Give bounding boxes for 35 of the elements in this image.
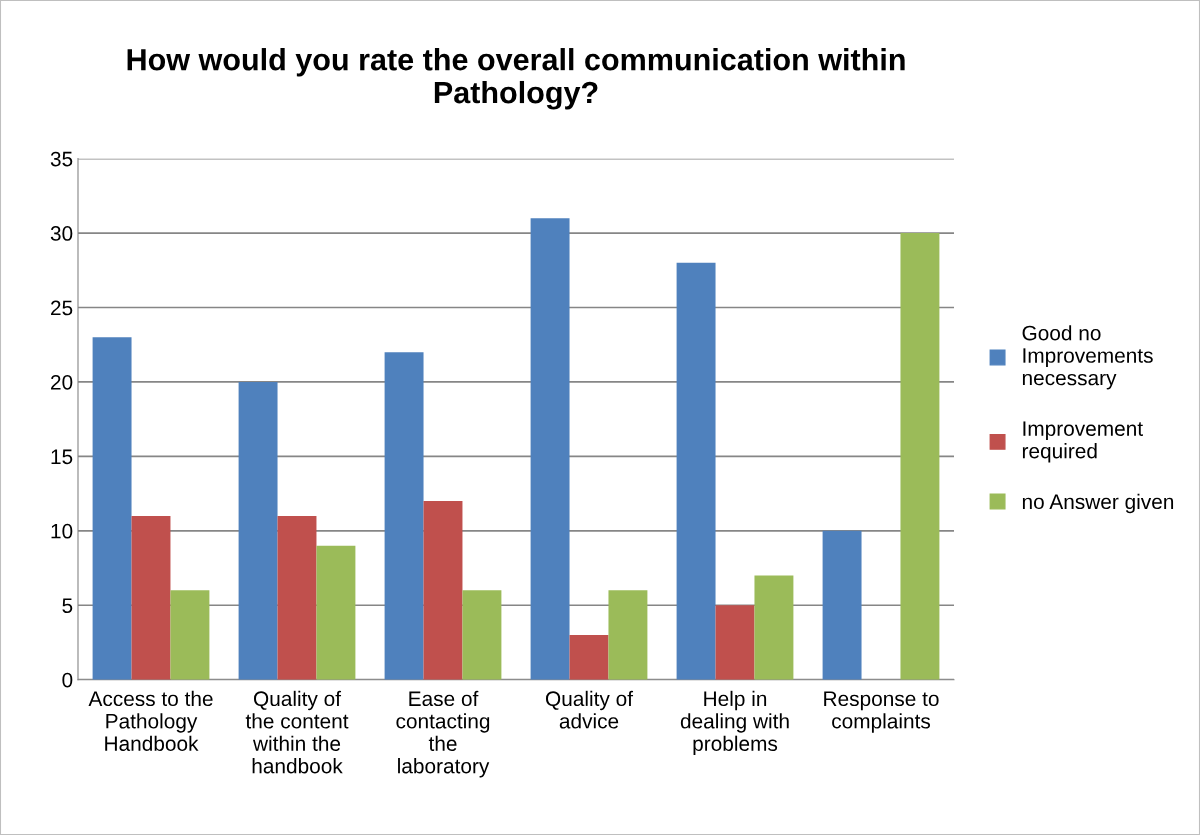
y-tick-label: 35	[50, 151, 73, 167]
bar	[715, 605, 755, 680]
y-tick-label: 30	[50, 226, 73, 241]
bar	[676, 262, 716, 680]
bar	[530, 218, 570, 680]
bar	[238, 381, 278, 680]
bar	[608, 590, 648, 680]
bar	[316, 545, 356, 680]
legend-label: no Answer given	[1022, 493, 1174, 514]
y-tick-label: 5	[62, 598, 73, 614]
y-tick-label: 25	[51, 300, 73, 316]
bar	[423, 501, 463, 680]
legend-label: Good no Improvements necessary	[1022, 325, 1153, 390]
x-tick-label: Ease of contacting the laboratory	[396, 690, 490, 778]
bar	[92, 337, 132, 680]
bar	[569, 635, 609, 680]
y-tick-label: 20	[51, 374, 73, 390]
bar	[822, 530, 862, 680]
x-tick-label: Help in dealing with problems	[680, 690, 789, 756]
legend-label: Improvement required	[1022, 421, 1143, 463]
x-tick-label: Access to the Pathology Handbook	[88, 690, 213, 751]
y-tick-label: 15	[51, 449, 73, 465]
x-tick-label: Response to complaints	[824, 691, 939, 733]
bar	[900, 233, 940, 680]
bar	[384, 352, 424, 680]
bar	[170, 590, 210, 680]
bar	[277, 515, 317, 680]
bar	[754, 575, 794, 680]
bar	[131, 515, 171, 680]
y-tick-label: 0	[62, 672, 73, 688]
bar	[462, 590, 502, 680]
x-tick-label: Quality of the content within the handbook	[245, 690, 349, 774]
y-tick-label: 10	[51, 523, 73, 539]
x-tick-label: Quality of advice	[545, 690, 634, 729]
chart-title: How would you rate the overall communication within Pathology?	[127, 48, 905, 110]
